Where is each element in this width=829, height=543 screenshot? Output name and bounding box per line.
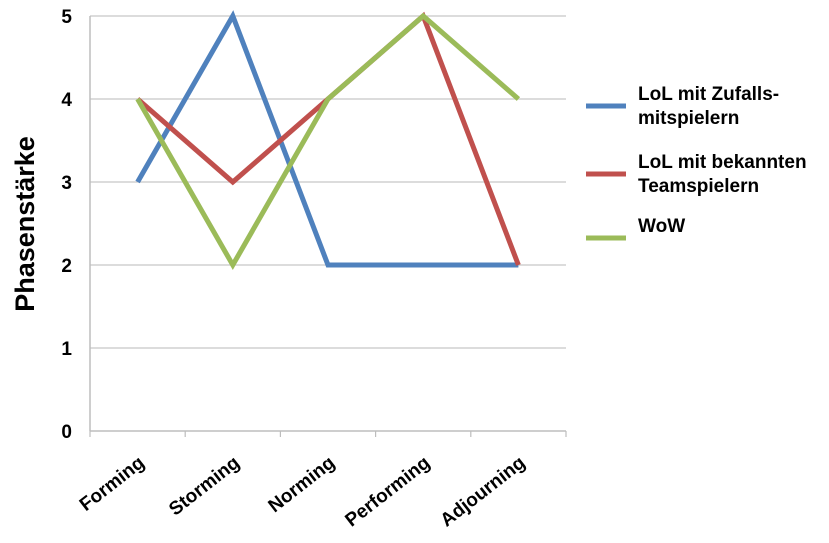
legend-label: WoW (638, 216, 685, 237)
legend-label: Teamspielern (638, 176, 759, 197)
series-line-1 (135, 11, 521, 266)
x-tick-labels: Forming Storming Norming Performing Adjourni… (76, 431, 567, 531)
y-tick-label: 4 (61, 90, 72, 111)
y-tick-label: 2 (61, 256, 72, 277)
x-tick-label: Storming (165, 452, 244, 520)
y-tick-label: 0 (61, 422, 72, 443)
y-axis-label: Phasenstärke (10, 136, 40, 312)
legend-label: LoL mit bekannten (638, 152, 807, 173)
legend-label: mitspielern (638, 108, 739, 129)
series-line-2 (135, 12, 521, 271)
legend-label: LoL mit Zufalls- (638, 84, 779, 105)
y-tick-labels: 0 1 2 3 4 5 (61, 7, 72, 443)
x-tick-label: Forming (76, 452, 149, 515)
y-tick-label: 5 (61, 7, 72, 28)
x-tick-label: Performing (341, 452, 434, 531)
legend: LoL mit Zufalls-mitspielern LoL mit bekan… (586, 84, 807, 241)
y-tick-label: 3 (61, 173, 72, 194)
x-tick-label: Adjourning (437, 452, 530, 531)
series-lines (135, 10, 521, 271)
series-line-0 (135, 10, 519, 268)
x-tick-label: Norming (265, 452, 339, 517)
y-tick-label: 1 (61, 339, 72, 360)
gridlines (90, 15, 566, 349)
